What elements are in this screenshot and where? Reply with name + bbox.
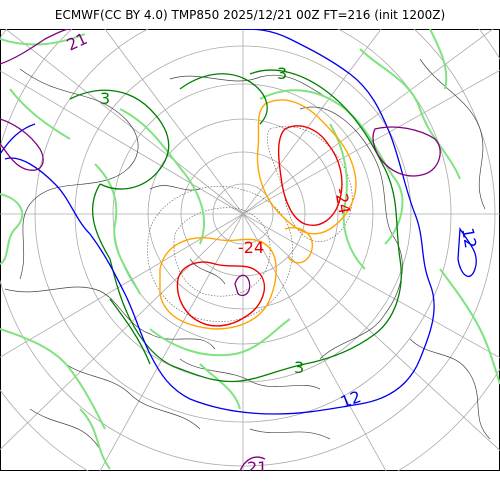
label-plus3-w: 3 bbox=[100, 89, 110, 108]
blue-contours bbox=[0, 29, 477, 415]
label-plus3-ne: 3 bbox=[277, 64, 287, 83]
coastlines bbox=[4, 58, 491, 450]
label-minus24-center: -24 bbox=[238, 238, 264, 257]
longitude-grid bbox=[0, 29, 500, 471]
dotted-contours bbox=[147, 126, 353, 322]
green-contours bbox=[69, 69, 402, 383]
purple-contours bbox=[0, 29, 441, 471]
red-contours bbox=[176, 125, 343, 327]
label-plus3-bottom: 3 bbox=[294, 358, 304, 377]
orange-contours bbox=[159, 99, 357, 330]
map-title: ECMWF(CC BY 4.0) TMP850 2025/12/21 00Z F… bbox=[54, 8, 446, 22]
label-plus21-bottom: 21 bbox=[247, 458, 267, 471]
temperature-map: 21 3 3 -24 -24 12 12 21 3 bbox=[0, 29, 500, 471]
label-minus24-ne: -24 bbox=[331, 186, 354, 215]
light-green-contours bbox=[0, 29, 500, 470]
label-plus12-right: 12 bbox=[458, 226, 480, 249]
